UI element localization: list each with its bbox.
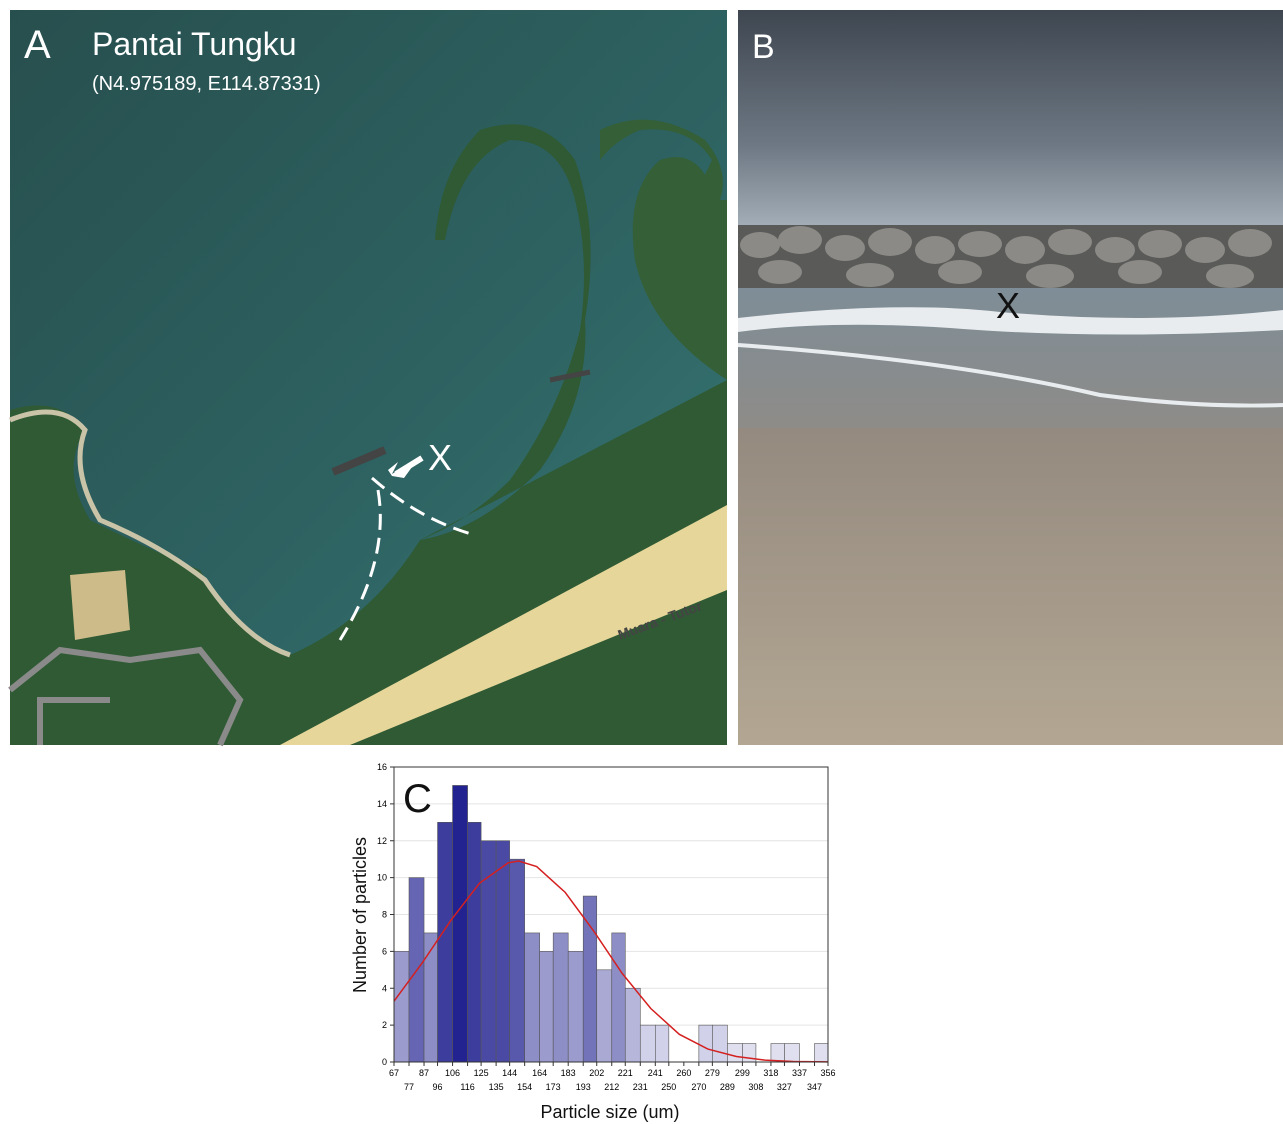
bar xyxy=(568,951,583,1062)
x-tick-label: 96 xyxy=(433,1082,443,1092)
x-tick-label: 135 xyxy=(489,1082,504,1092)
histogram: Particle size (um) Number of particles 0… xyxy=(350,762,836,1122)
site-marker: X xyxy=(428,437,452,478)
x-tick-label: 212 xyxy=(604,1082,619,1092)
bar xyxy=(496,841,510,1062)
bar xyxy=(468,822,482,1062)
bar xyxy=(814,1044,828,1062)
panel-b: B X xyxy=(738,10,1283,745)
x-tick-label: 308 xyxy=(748,1082,763,1092)
y-tick-label: 10 xyxy=(377,873,387,883)
panel-a: A Pantai Tungku (N4.975189, E114.87331) … xyxy=(10,10,727,745)
y-tick-label: 2 xyxy=(382,1020,387,1030)
y-tick-label: 8 xyxy=(382,910,387,920)
panel-letter: A xyxy=(24,23,51,67)
bar xyxy=(699,1025,713,1062)
bar xyxy=(784,1044,799,1062)
x-tick-label: 299 xyxy=(735,1068,750,1078)
sand xyxy=(738,428,1283,745)
x-tick-label: 337 xyxy=(792,1068,807,1078)
bar xyxy=(597,970,612,1062)
x-tick-label: 221 xyxy=(618,1068,633,1078)
bar xyxy=(525,933,540,1062)
page: A Pantai Tungku (N4.975189, E114.87331) … xyxy=(0,0,1283,1124)
y-tick-label: 6 xyxy=(382,946,387,956)
bar xyxy=(453,785,468,1062)
x-tick-label: 260 xyxy=(676,1068,691,1078)
y-tick-label: 14 xyxy=(377,799,387,809)
x-tick-label: 173 xyxy=(546,1082,561,1092)
x-tick-label: 356 xyxy=(820,1068,835,1078)
x-tick-label: 289 xyxy=(720,1082,735,1092)
bar xyxy=(553,933,568,1062)
x-tick-label: 318 xyxy=(763,1068,778,1078)
y-tick-label: 12 xyxy=(377,836,387,846)
figure: A Pantai Tungku (N4.975189, E114.87331) … xyxy=(0,0,1283,1124)
bar xyxy=(625,988,640,1062)
y-tick-label: 16 xyxy=(377,762,387,772)
bar xyxy=(640,1025,655,1062)
sky xyxy=(738,10,1283,235)
bar xyxy=(771,1044,785,1062)
bar xyxy=(510,859,525,1062)
x-tick-label: 77 xyxy=(404,1082,414,1092)
x-tick-label: 183 xyxy=(561,1068,576,1078)
x-tick-label: 241 xyxy=(648,1068,663,1078)
y-axis-title: Number of particles xyxy=(350,837,370,993)
site-marker: X xyxy=(996,285,1020,326)
site-coords: (N4.975189, E114.87331) xyxy=(92,73,321,95)
bar xyxy=(727,1044,742,1062)
x-tick-label: 116 xyxy=(460,1082,474,1092)
y-tick-label: 4 xyxy=(382,983,387,993)
x-tick-label: 270 xyxy=(691,1082,706,1092)
panel-letter: B xyxy=(752,28,775,66)
x-tick-label: 202 xyxy=(589,1068,604,1078)
panel-letter: C xyxy=(403,777,432,821)
bar xyxy=(583,896,597,1062)
x-tick-label: 164 xyxy=(532,1068,547,1078)
bar xyxy=(712,1025,727,1062)
bar xyxy=(481,841,496,1062)
x-tick-label: 231 xyxy=(633,1082,648,1092)
x-tick-label: 193 xyxy=(576,1082,591,1092)
clearing xyxy=(70,570,130,640)
x-tick-label: 87 xyxy=(419,1068,429,1078)
x-tick-label: 250 xyxy=(661,1082,676,1092)
bar xyxy=(438,822,453,1062)
x-tick-label: 125 xyxy=(474,1068,489,1078)
x-axis-title: Particle size (um) xyxy=(540,1102,679,1122)
x-tick-label: 144 xyxy=(502,1068,517,1078)
bar xyxy=(612,933,626,1062)
bar xyxy=(655,1025,669,1062)
bar xyxy=(424,933,438,1062)
x-tick-label: 327 xyxy=(777,1082,792,1092)
y-tick-label: 0 xyxy=(382,1057,387,1067)
bar xyxy=(540,951,554,1062)
x-tick-label: 279 xyxy=(705,1068,720,1078)
site-title: Pantai Tungku xyxy=(92,26,297,62)
bar xyxy=(394,951,409,1062)
x-tick-label: 154 xyxy=(517,1082,532,1092)
x-tick-label: 347 xyxy=(807,1082,822,1092)
x-tick-label: 106 xyxy=(445,1068,460,1078)
x-tick-label: 67 xyxy=(389,1068,399,1078)
